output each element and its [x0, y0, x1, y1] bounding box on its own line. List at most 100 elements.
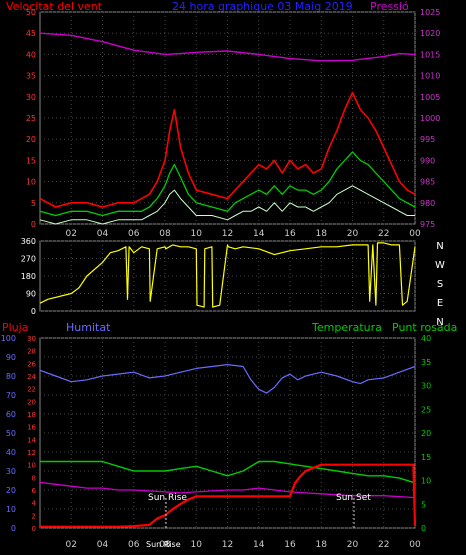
direction-tick-label: 0 [31, 307, 36, 316]
temperature-tick-label: 5 [421, 500, 426, 509]
sunrise-annotation: Sun Rise [148, 493, 187, 503]
temperature-tick-label: 15 [421, 453, 431, 462]
x-tick-label: 10 [191, 229, 203, 239]
y-left-tick-label: 50 [26, 8, 36, 17]
rain-tick-label: 24 [27, 373, 36, 381]
humidity-tick-label: 10 [6, 505, 16, 514]
dewpoint-label: Punt rosada [392, 321, 457, 334]
compass-label: N [436, 241, 443, 252]
compass-label: S [437, 279, 443, 290]
wind-speed-label: Velocitat del vent [6, 0, 103, 13]
humidity-label: Humitat [66, 321, 111, 334]
wind-direction-line [39, 242, 416, 308]
y-left-tick-label: 15 [26, 156, 36, 165]
rain-tick-label: 16 [27, 424, 36, 432]
x-tick-label: 00 [409, 229, 421, 239]
y-right-tick-label: 1015 [420, 50, 440, 59]
dewpoint-line [39, 481, 416, 499]
rain-tick-label: 8 [32, 474, 36, 482]
y-right-tick-label: 1000 [420, 114, 440, 123]
x-tick-label: 06 [128, 229, 140, 239]
rain-tick-label: 18 [27, 411, 36, 419]
y-right-tick-label: 990 [420, 156, 435, 165]
direction-tick-label: 90 [26, 290, 36, 299]
humidity-tick-label: 60 [6, 410, 16, 419]
pressure-label: Pressió [370, 0, 409, 13]
y-right-tick-label: 975 [420, 220, 435, 229]
chart-title: 24 hora graphique 03 Maig 2019 [172, 0, 353, 13]
humidity-tick-label: 40 [6, 448, 16, 457]
y-left-tick-label: 0 [31, 220, 36, 229]
x-tick-label: 14 [253, 540, 265, 550]
temperature-tick-label: 30 [421, 382, 431, 391]
rain-label: Pluja [2, 321, 28, 334]
y-left-tick-label: 10 [26, 178, 36, 187]
x-tick-label: 16 [284, 229, 296, 239]
sunrise-axis-annotation: Sun Rise [146, 540, 181, 549]
y-left-tick-label: 20 [26, 135, 36, 144]
rain-tick-label: 20 [27, 398, 36, 406]
rain-tick-label: 6 [32, 487, 37, 495]
rain-tick-label: 10 [27, 462, 36, 470]
humidity-tick-label: 30 [6, 467, 16, 476]
temperature-line [40, 460, 416, 484]
direction-tick-label: 270 [21, 255, 36, 264]
x-tick-label: 02 [66, 540, 77, 550]
axis-layer: 0510152025303540455097598098599099510001… [1, 8, 445, 550]
rain-tick-label: 14 [27, 436, 36, 444]
grid-layer [40, 11, 416, 529]
humidity-tick-label: 100 [1, 334, 16, 343]
y-right-tick-label: 1010 [420, 72, 440, 81]
x-tick-label: 08 [159, 540, 171, 550]
y-left-tick-label: 30 [26, 93, 36, 102]
humidity-tick-label: 0 [11, 524, 16, 533]
x-tick-label: 22 [378, 540, 389, 550]
humidity-tick-label: 50 [6, 429, 16, 438]
x-tick-label: 12 [222, 540, 233, 550]
rain-tick-label: 2 [32, 512, 36, 520]
wind-gust-line [39, 91, 416, 208]
y-left-tick-label: 25 [26, 114, 36, 123]
pressure-line [39, 32, 416, 62]
x-tick-label: 00 [409, 540, 421, 550]
rain-tick-label: 12 [27, 449, 36, 457]
x-tick-label: 16 [284, 540, 296, 550]
series-layer [39, 32, 417, 528]
y-left-tick-label: 40 [26, 50, 36, 59]
humidity-tick-label: 20 [6, 486, 16, 495]
wind-average-line [39, 151, 416, 217]
compass-label: E [437, 298, 443, 309]
temperature-label: Temperatura [311, 321, 382, 334]
y-right-tick-label: 985 [420, 178, 435, 187]
y-right-tick-label: 1020 [420, 29, 440, 38]
x-tick-label: 02 [66, 229, 77, 239]
y-right-tick-label: 1025 [420, 8, 440, 17]
temperature-tick-label: 0 [421, 524, 426, 533]
humidity-tick-label: 80 [6, 372, 16, 381]
rain-tick-label: 4 [32, 500, 37, 508]
rain-tick-label: 28 [27, 348, 36, 356]
rain-tick-label: 22 [27, 386, 36, 394]
y-right-tick-label: 1005 [420, 93, 440, 102]
temperature-tick-label: 40 [421, 334, 431, 343]
direction-tick-label: 360 [21, 237, 36, 246]
humidity-tick-label: 90 [6, 353, 16, 362]
rain-tick-label: 0 [32, 525, 36, 533]
x-tick-label: 08 [159, 229, 171, 239]
compass-label: W [435, 260, 445, 271]
x-tick-label: 20 [347, 540, 359, 550]
rain-line [40, 463, 417, 528]
humidity-tick-label: 70 [6, 391, 16, 400]
temperature-tick-label: 25 [421, 405, 431, 414]
x-tick-label: 04 [97, 229, 109, 239]
y-left-tick-label: 45 [26, 29, 36, 38]
humidity-line [39, 364, 416, 394]
y-right-tick-label: 980 [420, 199, 435, 208]
temperature-tick-label: 35 [421, 358, 431, 367]
direction-tick-label: 180 [21, 272, 36, 281]
temperature-tick-label: 20 [421, 429, 431, 438]
y-left-tick-label: 35 [26, 72, 36, 81]
x-tick-label: 20 [347, 229, 359, 239]
